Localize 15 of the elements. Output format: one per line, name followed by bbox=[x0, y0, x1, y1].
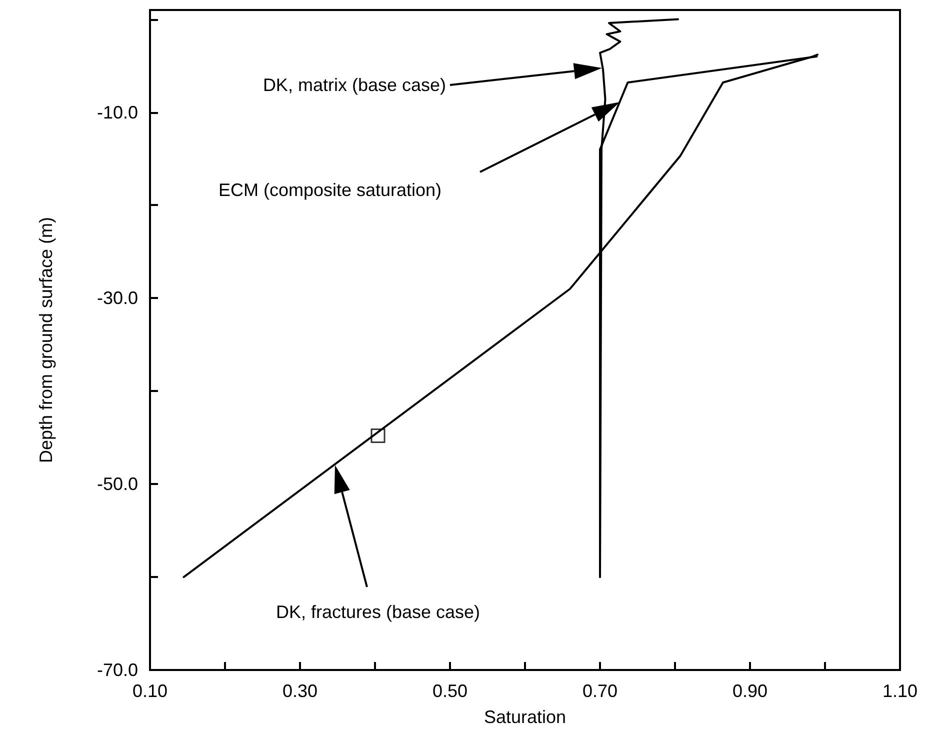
x-tick-label: 0.70 bbox=[582, 681, 618, 701]
x-tick-label: 0.50 bbox=[432, 681, 468, 701]
x-tick-label: 0.30 bbox=[282, 681, 318, 701]
y-tick-label: -50.0 bbox=[96, 474, 138, 494]
annotation: DK, fractures (base case) bbox=[276, 602, 480, 622]
y-axis-title: Depth from ground surface (m) bbox=[36, 216, 56, 464]
x-tick-label: 0.10 bbox=[132, 681, 168, 701]
x-axis-title: Saturation bbox=[484, 707, 566, 727]
y-tick-label: -70.0 bbox=[96, 660, 138, 680]
y-tick-label: -30.0 bbox=[96, 288, 138, 308]
x-tick-label: 0.90 bbox=[732, 681, 768, 701]
y-tick-label: -10.0 bbox=[96, 102, 138, 122]
annotation: DK, matrix (base case) bbox=[262, 75, 446, 95]
x-tick-label: 1.10 bbox=[882, 681, 918, 701]
annotation: ECM (composite saturation) bbox=[218, 180, 442, 200]
